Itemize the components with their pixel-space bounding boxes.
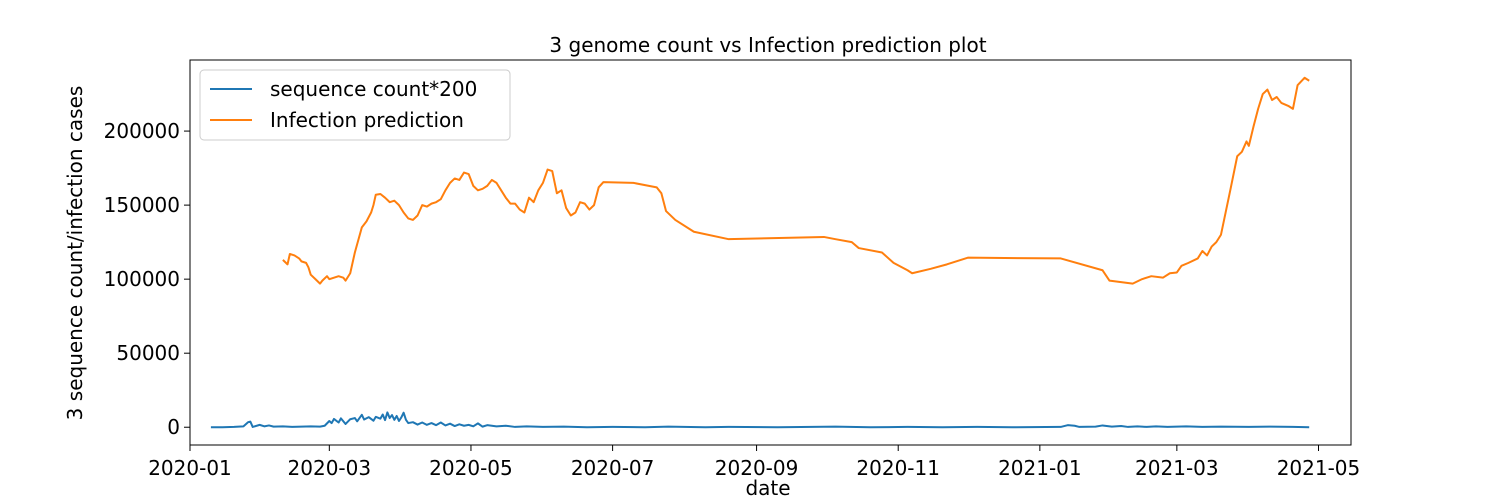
y-tick-label: 50000 [116, 341, 180, 365]
x-axis: 2020-01 2020-03 2020-05 2020-07 2020-09 2020-… [148, 445, 1360, 480]
x-tick-label: 2020-05 [429, 456, 513, 480]
series-line-0 [210, 411, 1310, 429]
x-tick-label: 2021-05 [1277, 456, 1361, 480]
x-tick-label: 2020-07 [571, 456, 655, 480]
x-tick-label: 2020-03 [288, 456, 372, 480]
x-tick-label: 2020-01 [148, 456, 232, 480]
x-axis-label: date [745, 476, 790, 500]
plot-area [210, 76, 1310, 429]
legend-label-infection: Infection prediction [270, 108, 464, 132]
x-tick-label: 2021-03 [1135, 456, 1219, 480]
legend-box [199, 69, 511, 141]
y-tick-label: 150000 [104, 193, 180, 217]
x-tick-label: 2020-09 [715, 456, 799, 480]
x-tick-label: 2021-01 [998, 456, 1082, 480]
y-tick-label: 0 [167, 415, 180, 439]
plot-frame [189, 59, 1352, 446]
x-tick-label: 2020-11 [856, 456, 940, 480]
legend: sequence count*200 Infection prediction [199, 69, 511, 141]
series-line-1 [282, 76, 1310, 285]
y-tick-label: 100000 [104, 267, 180, 291]
y-axis-label: 3 sequence count/infection cases [63, 86, 87, 421]
chart-title: 3 genome count vs Infection prediction p… [549, 33, 986, 57]
y-tick-label: 200000 [104, 119, 180, 143]
y-axis: 0 50000 100000 150000 200000 [104, 119, 190, 439]
legend-label-sequence: sequence count*200 [270, 77, 477, 101]
